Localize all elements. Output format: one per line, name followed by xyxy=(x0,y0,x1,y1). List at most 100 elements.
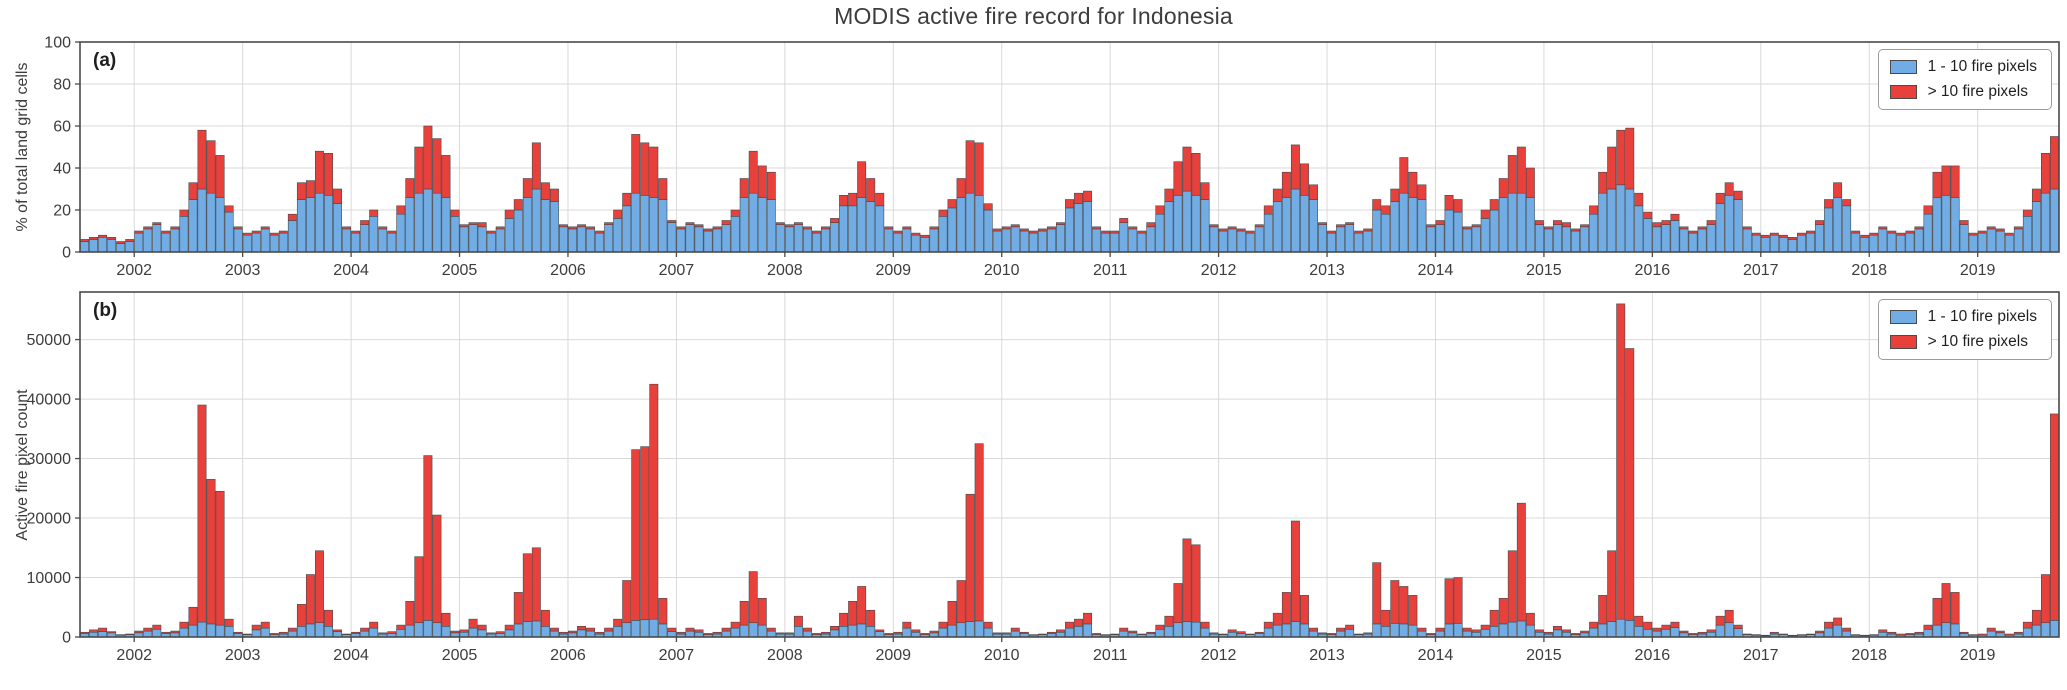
bar-segment-low xyxy=(1616,184,1626,253)
bar-segment-high xyxy=(812,230,821,234)
bar-segment-high xyxy=(1733,190,1743,200)
bar-segment-high xyxy=(1191,153,1201,196)
bar-segment-low xyxy=(1444,623,1454,638)
x-tick-label: 2004 xyxy=(333,262,369,279)
bar-segment-high xyxy=(107,631,117,634)
bar-segment-high xyxy=(757,598,767,626)
bar-segment-high xyxy=(1290,520,1300,622)
x-tick-label: 2012 xyxy=(1201,262,1237,279)
bar-segment-low xyxy=(2031,201,2041,253)
bar-segment-low xyxy=(992,230,1002,253)
bar-segment-high xyxy=(360,220,370,225)
bar-segment-low xyxy=(1815,224,1824,253)
x-tick-label: 2011 xyxy=(1093,647,1128,664)
bar-segment-low xyxy=(2022,627,2032,638)
bar-segment-high xyxy=(342,633,352,635)
bar-segment-low xyxy=(107,239,117,253)
bar-segment-high xyxy=(1092,633,1102,635)
bar-segment-low xyxy=(802,630,812,638)
bar-segment-low xyxy=(1390,201,1400,253)
bar-segment-high xyxy=(1453,577,1463,624)
bar-segment-low xyxy=(920,237,930,253)
bar-segment-low xyxy=(206,623,216,638)
bar-segment-low xyxy=(360,224,370,253)
bar-segment-high xyxy=(839,195,849,207)
bar-segment-high xyxy=(1110,230,1120,234)
bar-segment-low xyxy=(1028,232,1038,253)
bar-segment-high xyxy=(920,234,930,238)
bar-segment-low xyxy=(613,625,623,638)
bar-segment-low xyxy=(1164,625,1174,638)
bar-segment-low xyxy=(1417,199,1427,253)
bar-segment-high xyxy=(333,188,342,204)
bar-segment-high xyxy=(893,631,903,635)
bar-segment-high xyxy=(1074,618,1083,627)
bar-segment-high xyxy=(1417,627,1427,632)
bar-segment-high xyxy=(1498,598,1508,625)
bar-segment-high xyxy=(1968,232,1978,236)
bar-segment-low xyxy=(1706,224,1716,253)
bar-segment-high xyxy=(387,230,397,234)
bar-segment-high xyxy=(1787,634,1797,637)
bar-segment-low xyxy=(1155,213,1165,253)
bar-segment-low xyxy=(1580,226,1590,253)
bar-segment-high xyxy=(1914,226,1924,230)
bar-segment-low xyxy=(1589,627,1599,638)
bar-segment-low xyxy=(1336,630,1346,638)
bar-segment-low xyxy=(333,203,342,253)
bar-segment-high xyxy=(1272,612,1282,626)
bar-segment-high xyxy=(2050,136,2059,190)
bar-segment-high xyxy=(992,632,1002,635)
bar-segment-high xyxy=(1299,595,1309,625)
bar-segment-high xyxy=(1227,226,1237,230)
bar-segment-low xyxy=(1200,199,1210,253)
bar-segment-high xyxy=(1119,627,1129,632)
bar-segment-high xyxy=(1290,144,1300,190)
bar-segment-high xyxy=(992,228,1002,232)
bar-segment-low xyxy=(441,197,451,253)
bar-segment-low xyxy=(540,199,550,253)
bar-segment-high xyxy=(1345,222,1355,226)
bar-segment-low xyxy=(1806,232,1815,253)
bar-segment-high xyxy=(324,609,333,627)
bar-segment-low xyxy=(1950,197,1960,253)
bar-segment-low xyxy=(522,197,532,253)
bar-segment-low xyxy=(1092,228,1102,253)
bar-segment-low xyxy=(224,625,234,638)
bar-segment-high xyxy=(1516,502,1526,622)
bar-segment-high xyxy=(495,631,505,634)
bar-segment-high xyxy=(170,630,180,634)
bar-segment-low xyxy=(1408,624,1418,638)
bar-segment-low xyxy=(1941,195,1951,253)
bar-segment-low xyxy=(622,622,632,638)
bar-segment-high xyxy=(757,165,767,198)
bar-segment-high xyxy=(1652,627,1662,632)
bar-segment-high xyxy=(1507,550,1517,623)
bar-segment-high xyxy=(1824,199,1834,209)
bar-segment-low xyxy=(685,224,695,253)
bar-segment-high xyxy=(1724,609,1734,624)
bar-segment-low xyxy=(1905,232,1915,253)
bar-segment-high xyxy=(748,150,758,194)
bar-segment-high xyxy=(1281,592,1291,625)
bar-segment-low xyxy=(351,232,361,253)
y-tick-label: 10000 xyxy=(27,570,72,587)
bar-segment-high xyxy=(884,633,894,635)
bar-segment-low xyxy=(1959,224,1969,253)
panel-b-legend: 1 - 10 fire pixels > 10 fire pixels xyxy=(1877,299,2052,360)
bar-segment-low xyxy=(1724,622,1734,638)
bar-segment-low xyxy=(1345,224,1355,253)
bar-segment-low xyxy=(1652,630,1662,638)
bar-segment-low xyxy=(387,232,397,253)
bar-segment-high xyxy=(1589,205,1599,215)
bar-segment-high xyxy=(134,230,144,234)
bar-segment-high xyxy=(1245,230,1255,234)
bar-segment-high xyxy=(830,625,840,631)
bar-segment-high xyxy=(1390,188,1400,202)
bar-segment-high xyxy=(80,631,89,634)
bar-segment-high xyxy=(848,601,858,626)
bar-segment-low xyxy=(1824,627,1834,638)
bar-segment-high xyxy=(875,192,885,207)
x-tick-label: 2018 xyxy=(1851,647,1887,664)
bar-segment-low xyxy=(305,623,315,638)
